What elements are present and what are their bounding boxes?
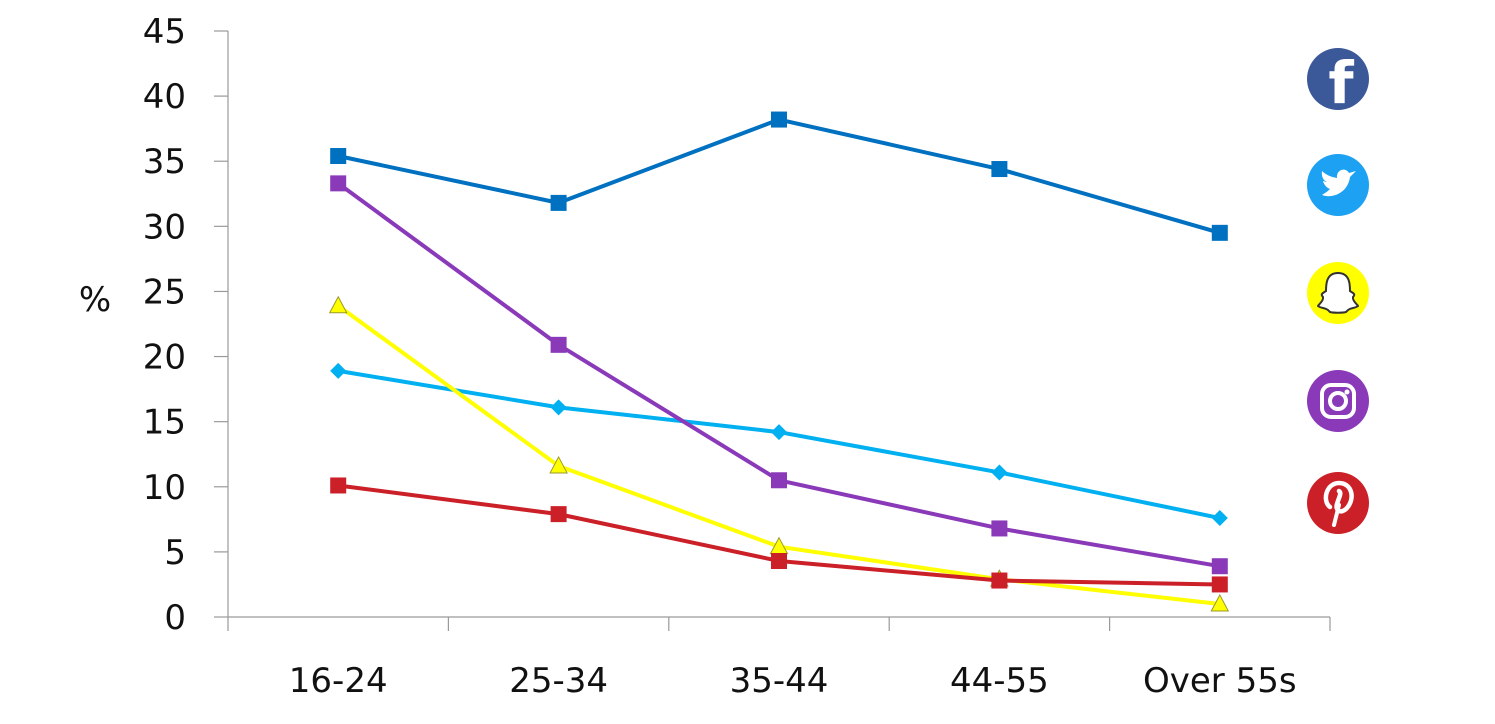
data-point [991,161,1008,178]
x-tick-label: 25-34 [509,661,608,701]
data-point [550,194,567,211]
twitter-icon [1307,154,1369,216]
data-point [330,362,347,379]
data-point [1211,224,1228,241]
x-tick-label: 44-55 [950,661,1049,701]
data-point [328,295,348,314]
series-line [337,483,1220,587]
y-tick-label: 15 [143,403,186,443]
y-axis-label: % [79,280,111,320]
data-point [330,175,347,192]
y-tick-label: 30 [143,207,186,247]
icon-circle [1307,48,1369,110]
twitter-bird [1321,169,1356,197]
x-tick-label: 16-24 [289,661,388,701]
x-tick-label: Over 55s [1143,661,1297,701]
snapchat-icon [1307,262,1369,324]
series-line [337,117,1221,235]
snapchat-ghost [1316,271,1360,314]
series-twitter [330,362,1228,527]
series-line [337,368,1221,520]
y-tick-label: 25 [143,272,186,312]
instagram-lens [1328,391,1348,411]
instagram-dot [1344,389,1350,395]
x-tick-label: 35-44 [730,661,829,701]
data-point [771,472,787,489]
y-tick-label: 10 [143,468,186,508]
data-point [1211,510,1228,527]
data-point [550,399,567,416]
icon-circle [1307,370,1369,432]
data-point [771,553,787,570]
series-layer [328,111,1230,612]
y-tick-label: 5 [164,533,186,573]
data-point [1211,558,1228,575]
y-tick-label: 0 [164,598,186,638]
data-point [550,336,567,353]
data-point [991,572,1008,589]
series-instagram [330,175,1228,575]
y-tick-label: 20 [143,338,186,378]
series-line [337,181,1221,569]
pinterest-icon [1307,472,1369,534]
series-facebook [330,111,1228,241]
data-point [1211,576,1228,593]
data-point [330,148,347,165]
axes: 0 5 10 15 20 25 30 35 40 45 16-24 25-34 35-44 44-55 Ov… [79,12,1331,701]
instagram-icon [1307,370,1369,432]
y-tick-label: 40 [143,77,186,117]
series-pinterest [330,477,1228,593]
legend-icons: f [1307,48,1369,534]
data-point [549,455,568,474]
y-tick-label: 35 [143,142,186,182]
facebook-glyph: f [1328,49,1354,117]
data-point [991,520,1008,537]
instagram-frame [1320,383,1356,419]
data-point [771,111,787,128]
pinterest-p [1323,480,1354,514]
data-point [991,464,1008,481]
data-point [771,424,787,441]
data-point [1210,593,1230,612]
data-point [550,506,567,523]
y-tick-label: 45 [143,12,186,52]
facebook-icon: f [1307,48,1369,117]
data-point [330,477,347,494]
